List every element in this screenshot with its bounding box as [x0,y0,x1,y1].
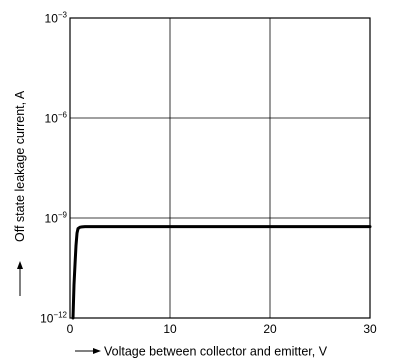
y-tick-label-0: 10−3 [45,11,68,26]
grid [70,18,370,318]
y-tick-label-2: 10−9 [45,211,68,226]
y-axis-title: Off state leakage current, A [13,90,27,242]
x-tick-label-3: 30 [363,322,377,336]
y-tick-labels: 10−3 10−6 10−9 10−12 [40,11,67,326]
x-tick-label-1: 10 [163,322,177,336]
plot-frame [69,17,371,319]
leakage-current-line [71,225,372,320]
x-axis-label: Voltage between collector and emitter, V [75,345,328,359]
x-axis-title: Voltage between collector and emitter, V [104,345,328,359]
x-axis-arrow-head [93,348,101,354]
x-tick-label-0: 0 [67,322,74,336]
y-tick-label-1: 10−6 [45,111,68,126]
y-tick-label-3: 10−12 [40,311,67,326]
y-axis-arrow-head [17,261,23,269]
y-axis-label: Off state leakage current, A [13,90,27,296]
x-tick-label-2: 20 [263,322,277,336]
x-tick-labels: 0 10 20 30 [67,322,377,336]
